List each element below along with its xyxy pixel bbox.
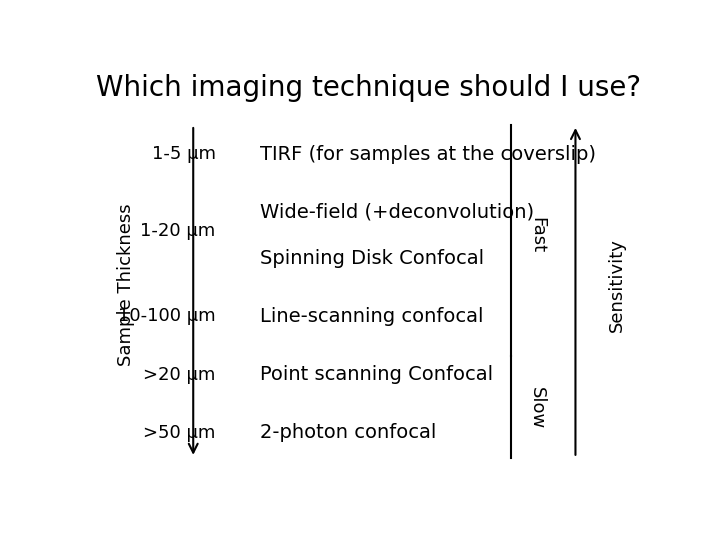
Text: Line-scanning confocal: Line-scanning confocal — [260, 307, 484, 326]
Text: Which imaging technique should I use?: Which imaging technique should I use? — [96, 73, 642, 102]
Text: >20 μm: >20 μm — [143, 366, 215, 383]
Text: Fast: Fast — [528, 217, 546, 253]
Text: Slow: Slow — [528, 387, 546, 429]
Text: 2-photon confocal: 2-photon confocal — [260, 423, 436, 442]
Text: Wide-field (+deconvolution): Wide-field (+deconvolution) — [260, 203, 534, 222]
Text: >50 μm: >50 μm — [143, 424, 215, 442]
Text: Sensitivity: Sensitivity — [608, 238, 626, 332]
Text: Spinning Disk Confocal: Spinning Disk Confocal — [260, 248, 485, 268]
Text: Sample Thickness: Sample Thickness — [117, 204, 135, 367]
Text: 1-5 μm: 1-5 μm — [151, 145, 215, 163]
Text: 1-20 μm: 1-20 μm — [140, 222, 215, 240]
Text: 10-100 μm: 10-100 μm — [118, 307, 215, 326]
Text: TIRF (for samples at the coverslip): TIRF (for samples at the coverslip) — [260, 145, 596, 164]
Text: Point scanning Confocal: Point scanning Confocal — [260, 365, 493, 384]
